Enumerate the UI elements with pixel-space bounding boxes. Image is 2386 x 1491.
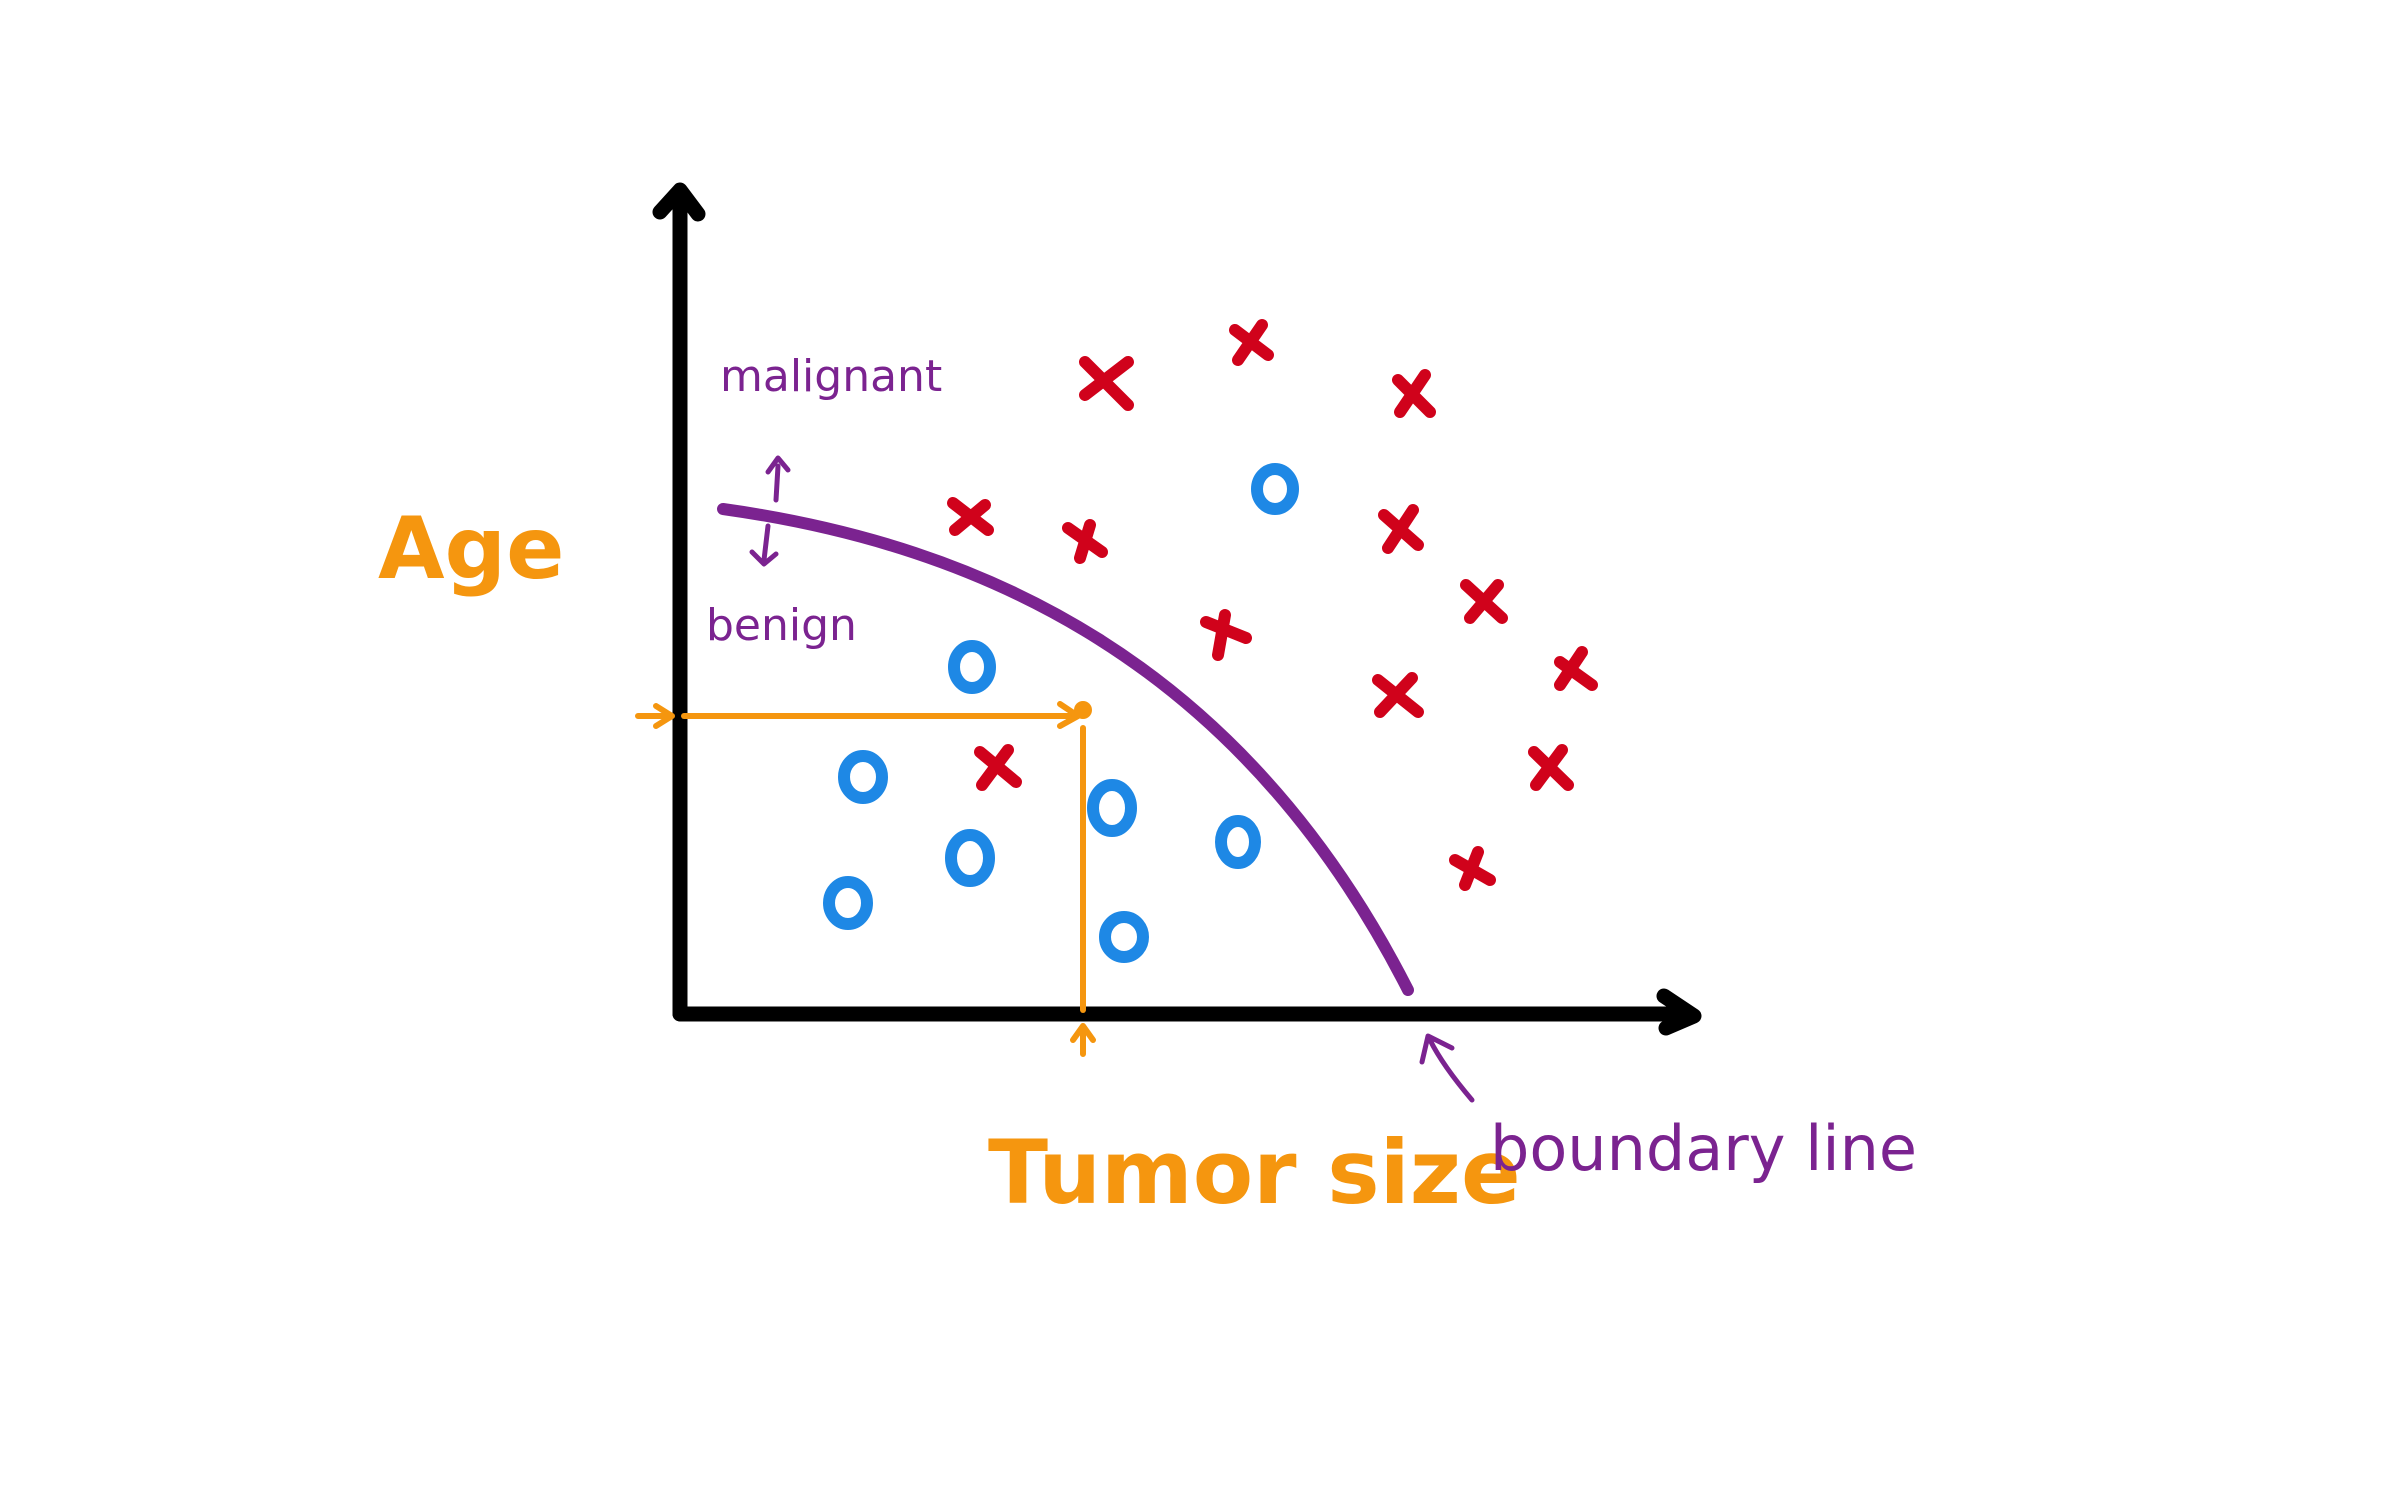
x-axis-arrowhead	[1656, 988, 1702, 1036]
y-axis-arrowhead	[652, 182, 706, 222]
down-arrow-icon	[749, 523, 779, 567]
y-tick-arrow	[635, 703, 675, 729]
region-arrows	[749, 455, 791, 567]
benign-marker	[1251, 463, 1299, 515]
malignant-marker	[1378, 504, 1424, 554]
benign-marker	[945, 829, 995, 887]
malignant-region-label: malignant	[720, 351, 942, 402]
axes	[652, 182, 1702, 1036]
malignant-marker	[1229, 319, 1274, 366]
malignant-marker	[1392, 369, 1436, 418]
up-arrow-icon	[765, 455, 791, 503]
malignant-marker	[1372, 672, 1424, 718]
x-axis-label: Tumor size	[988, 1121, 1521, 1224]
x-tick-arrow	[1070, 1023, 1096, 1057]
benign-region-label: benign	[706, 600, 857, 651]
sample-point	[1074, 701, 1092, 719]
sample-point-guides	[635, 701, 1096, 1057]
benign-marker	[1215, 815, 1261, 869]
benign-marker	[1087, 779, 1137, 837]
malignant-marker	[1460, 579, 1508, 624]
boundary-line-label: boundary line	[1490, 1112, 1917, 1185]
benign-marker	[823, 876, 873, 930]
y-axis-label: Age	[378, 499, 564, 599]
boundary-pointer-arrow	[1419, 1033, 1475, 1103]
malignant-markers	[947, 319, 1598, 891]
benign-marker	[948, 640, 996, 694]
malignant-marker	[1528, 744, 1574, 791]
benign-markers	[823, 463, 1299, 963]
malignant-marker	[1554, 646, 1598, 691]
malignant-marker	[1449, 846, 1496, 891]
malignant-marker	[1062, 519, 1108, 564]
malignant-marker	[1079, 356, 1134, 411]
malignant-marker	[1200, 609, 1252, 661]
benign-marker	[838, 750, 888, 804]
benign-marker	[1099, 911, 1149, 963]
malignant-marker	[974, 744, 1022, 791]
boundary-curve	[717, 503, 1414, 996]
malignant-marker	[947, 497, 994, 536]
